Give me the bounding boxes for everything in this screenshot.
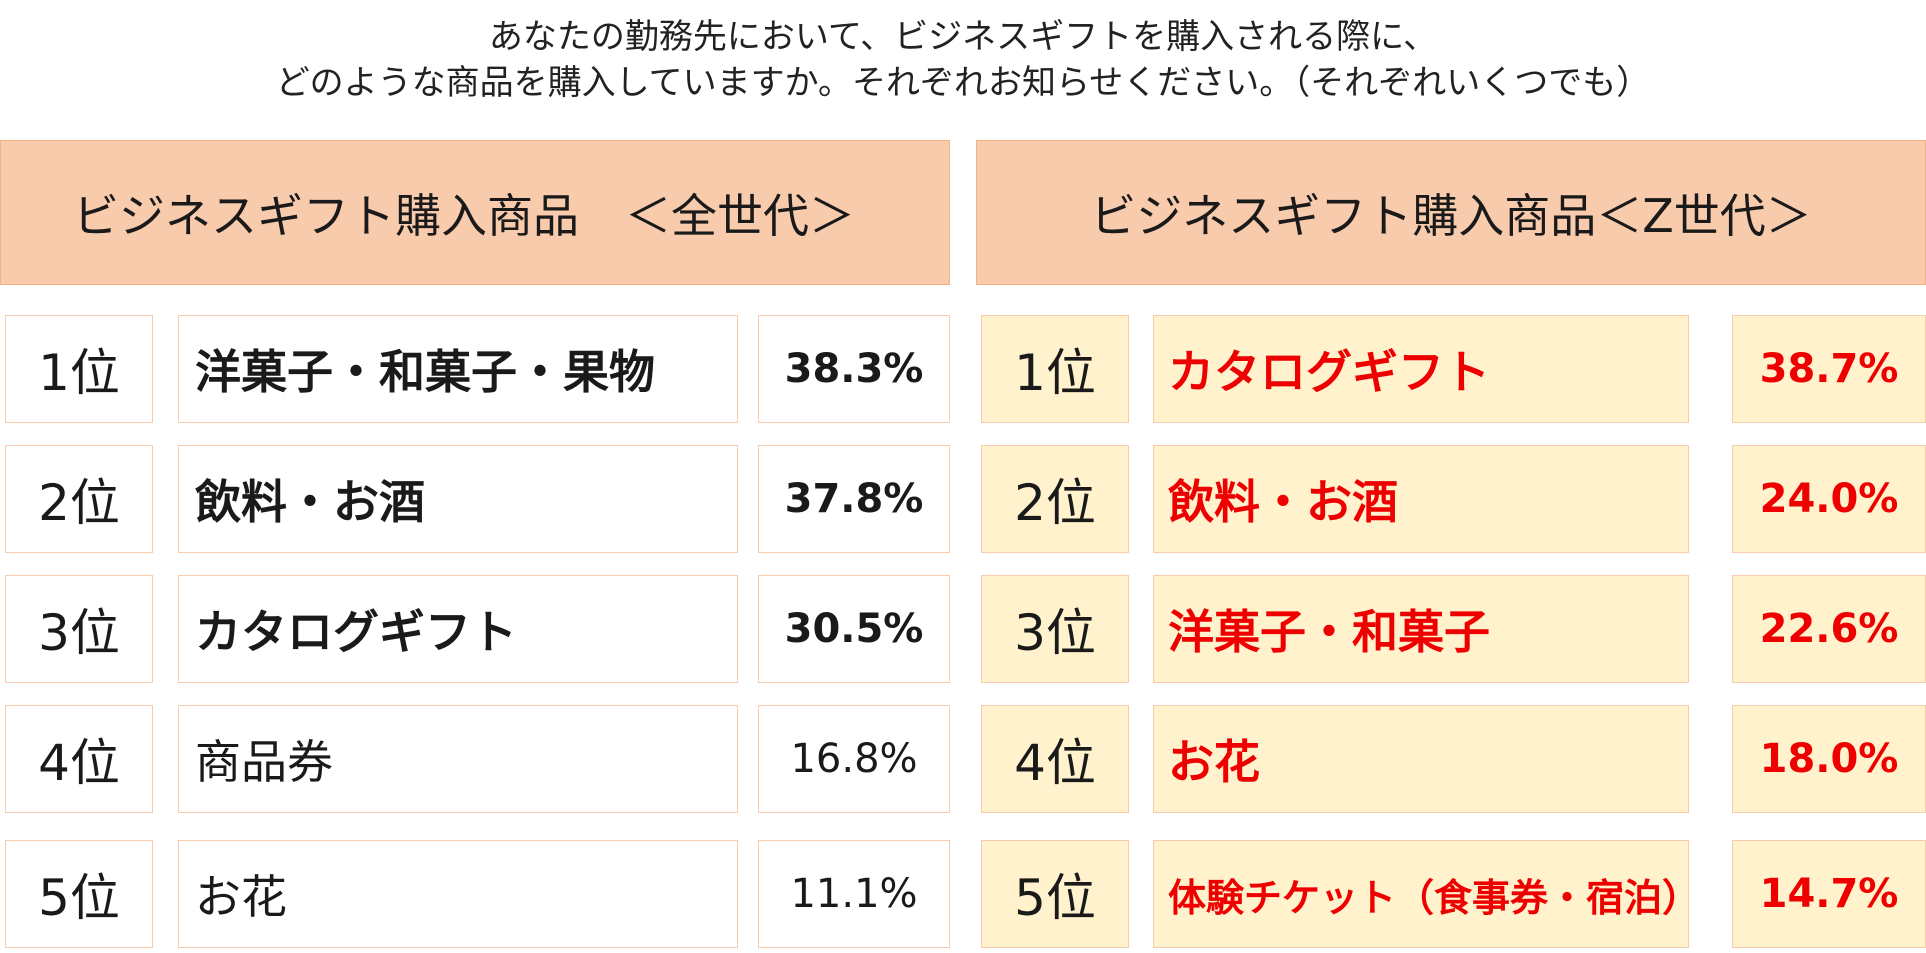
ranking-row: 2位 飲料・お酒 24.0% <box>976 445 1926 553</box>
question-line-1: あなたの勤務先において、ビジネスギフトを購入される際に、 <box>488 17 1438 57</box>
item-cell: 体験チケット（食事券・宿泊） <box>1153 840 1700 948</box>
ranking-row: 4位 お花 18.0% <box>976 705 1926 813</box>
percent-cell: 38.7% <box>1732 315 1926 423</box>
percent-cell: 24.0% <box>1732 445 1926 553</box>
item-cell: 商品券 <box>178 705 738 813</box>
percent-cell: 14.7% <box>1732 840 1926 948</box>
percent-cell: 38.3% <box>758 315 950 423</box>
rank-cell: 4位 <box>5 705 153 813</box>
item-cell: カタログギフト <box>178 575 738 683</box>
ranking-row: 5位 お花 11.1% <box>0 840 950 948</box>
item-cell: カタログギフト <box>1153 315 1689 423</box>
percent-cell: 18.0% <box>1732 705 1926 813</box>
item-cell: 飲料・お酒 <box>178 445 738 553</box>
ranking-row: 3位 洋菓子・和菓子 22.6% <box>976 575 1926 683</box>
rank-cell: 4位 <box>981 705 1129 813</box>
ranking-row: 2位 飲料・お酒 37.8% <box>0 445 950 553</box>
rank-cell: 5位 <box>981 840 1129 948</box>
item-cell: 洋菓子・和菓子 <box>1153 575 1689 683</box>
rank-cell: 1位 <box>981 315 1129 423</box>
item-cell: 飲料・お酒 <box>1153 445 1689 553</box>
question-line-2: どのような商品を購入していますか。それぞれお知らせください。（それぞれいくつでも… <box>275 63 1651 103</box>
percent-cell: 11.1% <box>758 840 950 948</box>
ranking-row: 4位 商品券 16.8% <box>0 705 950 813</box>
percent-cell: 22.6% <box>1732 575 1926 683</box>
ranking-row: 5位 体験チケット（食事券・宿泊） 14.7% <box>976 840 1926 948</box>
rank-cell: 3位 <box>981 575 1129 683</box>
item-cell: お花 <box>1153 705 1689 813</box>
ranking-row: 1位 カタログギフト 38.7% <box>976 315 1926 423</box>
rank-cell: 2位 <box>981 445 1129 553</box>
item-cell: お花 <box>178 840 738 948</box>
rank-cell: 3位 <box>5 575 153 683</box>
percent-cell: 37.8% <box>758 445 950 553</box>
ranking-row: 1位 洋菓子・和菓子・果物 38.3% <box>0 315 950 423</box>
survey-question: あなたの勤務先において、ビジネスギフトを購入される際に、 どのような商品を購入し… <box>0 14 1926 106</box>
item-cell: 洋菓子・和菓子・果物 <box>178 315 738 423</box>
panel-title: ビジネスギフト購入商品＜Z世代＞ <box>976 140 1926 285</box>
ranking-panel-gen-z: ビジネスギフト購入商品＜Z世代＞ 1位 カタログギフト 38.7% 2位 飲料・… <box>976 140 1926 948</box>
panel-title: ビジネスギフト購入商品 ＜全世代＞ <box>0 140 950 285</box>
rank-cell: 2位 <box>5 445 153 553</box>
percent-cell: 16.8% <box>758 705 950 813</box>
percent-cell: 30.5% <box>758 575 950 683</box>
ranking-row: 3位 カタログギフト 30.5% <box>0 575 950 683</box>
rank-cell: 5位 <box>5 840 153 948</box>
rank-cell: 1位 <box>5 315 153 423</box>
ranking-panel-all-generations: ビジネスギフト購入商品 ＜全世代＞ 1位 洋菓子・和菓子・果物 38.3% 2位… <box>0 140 950 948</box>
